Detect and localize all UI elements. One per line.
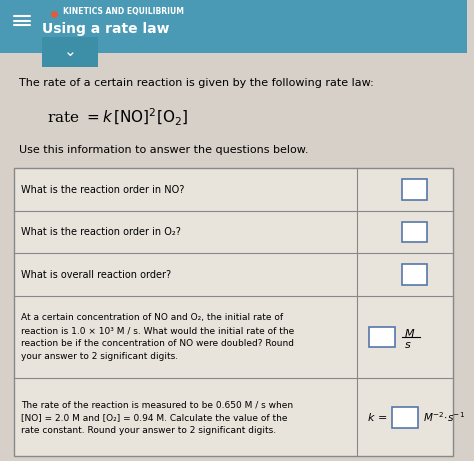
Text: $M$: $M$ (404, 326, 415, 338)
Text: Using a rate law: Using a rate law (42, 22, 170, 35)
FancyBboxPatch shape (0, 0, 467, 53)
Text: The rate of the reaction is measured to be 0.650 M / s when: The rate of the reaction is measured to … (21, 400, 293, 409)
Text: The rate of a certain reaction is given by the following rate law:: The rate of a certain reaction is given … (18, 78, 374, 88)
Text: reaction is 1.0 × 10³ M / s. What would the initial rate of the: reaction is 1.0 × 10³ M / s. What would … (21, 326, 294, 335)
Text: KINETICS AND EQUILIBRIUM: KINETICS AND EQUILIBRIUM (63, 7, 184, 16)
Text: [NO] = 2.0 M and [O₂] = 0.94 M. Calculate the value of the: [NO] = 2.0 M and [O₂] = 0.94 M. Calculat… (21, 413, 288, 422)
FancyBboxPatch shape (401, 179, 427, 200)
Text: $M^{-2}{\cdot}s^{-1}$: $M^{-2}{\cdot}s^{-1}$ (422, 411, 465, 424)
Text: rate $= k\,[\mathrm{NO}]^2[\mathrm{O}_2]$: rate $= k\,[\mathrm{NO}]^2[\mathrm{O}_2]… (47, 107, 188, 128)
Text: ⌄: ⌄ (64, 44, 76, 59)
Text: rate constant. Round your answer to 2 significant digits.: rate constant. Round your answer to 2 si… (21, 426, 276, 435)
Text: At a certain concentration of NO and O₂, the initial rate of: At a certain concentration of NO and O₂,… (21, 313, 283, 322)
FancyBboxPatch shape (14, 168, 453, 456)
FancyBboxPatch shape (42, 37, 98, 67)
FancyBboxPatch shape (369, 327, 394, 348)
FancyBboxPatch shape (401, 222, 427, 242)
Text: $s$: $s$ (404, 340, 411, 350)
Text: your answer to 2 significant digits.: your answer to 2 significant digits. (21, 352, 178, 361)
FancyBboxPatch shape (392, 407, 418, 428)
Text: What is the reaction order in O₂?: What is the reaction order in O₂? (21, 227, 181, 237)
Text: $k\,=\,$: $k\,=\,$ (366, 411, 387, 423)
Text: What is the reaction order in NO?: What is the reaction order in NO? (21, 184, 184, 195)
Text: What is overall reaction order?: What is overall reaction order? (21, 270, 171, 279)
Text: reaction be if the concentration of NO were doubled? Round: reaction be if the concentration of NO w… (21, 339, 294, 348)
Text: Use this information to answer the questions below.: Use this information to answer the quest… (18, 145, 308, 155)
FancyBboxPatch shape (401, 264, 427, 285)
